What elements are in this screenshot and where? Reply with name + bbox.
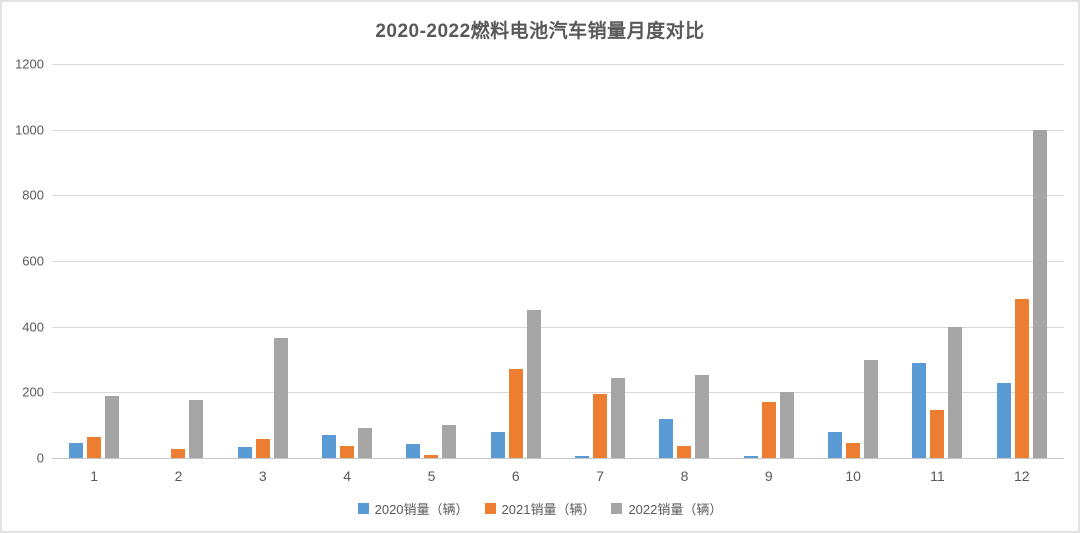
legend-item-2022: 2022销量（辆） (611, 499, 722, 518)
plot-area (52, 64, 1064, 459)
bar-group-month-9 (727, 64, 811, 458)
bar-2022-m8 (695, 374, 710, 458)
bar-2022-m10 (864, 359, 879, 458)
x-axis-tick-label: 8 (680, 468, 689, 484)
x-axis-tick-label: 2 (174, 468, 183, 484)
x-axis-tick-label: 5 (427, 468, 436, 484)
y-axis-tick-label: 1200 (15, 56, 44, 72)
bar-2020-m11 (912, 362, 927, 458)
legend-marker-icon (484, 503, 496, 514)
bar-group-month-1 (52, 64, 136, 458)
bar-2021-m7 (593, 393, 608, 458)
bar-2020-m3 (237, 446, 252, 458)
bar-2021-m3 (255, 438, 270, 458)
bar-group-month-8 (642, 64, 726, 458)
bar-2021-m4 (340, 445, 355, 458)
bar-2020-m6 (490, 432, 505, 458)
gridline (52, 261, 1064, 262)
gridline (52, 195, 1064, 197)
bar-2022-m7 (611, 377, 626, 458)
x-axis-tick-label: 10 (845, 468, 861, 484)
bar-2022-m9 (779, 392, 794, 458)
bar-group-month-4 (305, 64, 389, 458)
bar-2020-m8 (659, 418, 674, 458)
bar-group-month-2 (136, 64, 220, 458)
legend-marker-icon (611, 503, 623, 514)
bar-2021-m11 (930, 410, 945, 458)
bar-2020-m9 (743, 456, 758, 458)
x-axis-tick-label: 3 (258, 468, 267, 484)
bar-2022-m5 (442, 425, 457, 458)
bar-2021-m8 (677, 445, 692, 458)
bar-2021-m6 (508, 369, 523, 458)
gridline (52, 129, 1064, 131)
bar-2021-m9 (761, 401, 776, 458)
bar-group-month-5 (389, 64, 473, 458)
y-axis-tick-label: 800 (22, 187, 44, 203)
bar-2020-m5 (406, 444, 421, 458)
chart-title: 2020-2022燃料电池汽车销量月度对比 (375, 21, 705, 42)
gridline (52, 392, 1064, 394)
x-axis-tick-label: 12 (1013, 468, 1030, 484)
x-axis-tick-label: 6 (511, 468, 520, 484)
bar-2021-m5 (424, 454, 439, 458)
bar-2020-m1 (69, 443, 84, 458)
y-axis-tick-label: 1000 (15, 122, 44, 138)
bar-group-month-6 (474, 64, 558, 458)
x-axis: 1 2 3 4 5 6 7 8 9 10 11 12 (52, 468, 1064, 484)
y-axis: 1200 1000 800 600 400 200 0 (2, 57, 44, 466)
bar-2021-m2 (171, 448, 186, 458)
bar-2022-m12 (1032, 129, 1047, 458)
gridline (52, 326, 1064, 328)
bar-2021-m10 (846, 442, 861, 458)
y-axis-tick-label: 200 (22, 384, 44, 400)
legend-label: 2020销量（辆） (374, 502, 469, 517)
legend-label: 2022销量（辆） (628, 502, 723, 517)
bar-group-month-7 (558, 64, 642, 458)
bar-2022-m3 (273, 338, 288, 458)
x-axis-line (52, 458, 1064, 459)
bar-2020-m12 (996, 383, 1011, 458)
x-axis-tick-label: 7 (596, 468, 605, 484)
bar-2020-m4 (322, 435, 337, 458)
bar-2021-m12 (1014, 298, 1029, 458)
bar-2020-m10 (828, 431, 843, 458)
x-axis-tick-label: 9 (764, 468, 773, 484)
bar-group-month-3 (221, 64, 305, 458)
bar-group-month-11 (895, 64, 979, 458)
bar-group-month-10 (811, 64, 895, 458)
y-axis-tick-label: 600 (22, 253, 44, 269)
bar-groups-container (52, 64, 1064, 458)
bar-2021-m1 (87, 437, 102, 458)
legend-label: 2021销量（辆） (501, 502, 596, 517)
y-axis-tick-label: 400 (22, 319, 44, 335)
bar-2022-m1 (105, 395, 120, 458)
legend-item-2021: 2021销量（辆） (484, 499, 596, 518)
x-axis-tick-label: 4 (343, 468, 352, 484)
legend-item-2020: 2020销量（辆） (357, 499, 469, 518)
legend: 2020销量（辆） 2021销量（辆） 2022销量（辆） (2, 499, 1078, 518)
bar-2020-m7 (575, 456, 590, 458)
bar-group-month-12 (980, 64, 1064, 458)
x-axis-tick-label: 11 (930, 468, 945, 484)
bar-2022-m2 (189, 399, 204, 458)
bar-2022-m4 (358, 427, 373, 458)
legend-marker-icon (357, 503, 369, 514)
y-axis-tick-label: 0 (36, 450, 44, 466)
bar-2022-m11 (948, 326, 963, 458)
bar-2022-m6 (526, 310, 541, 458)
x-axis-tick-label: 1 (90, 468, 99, 484)
gridline (52, 64, 1064, 65)
